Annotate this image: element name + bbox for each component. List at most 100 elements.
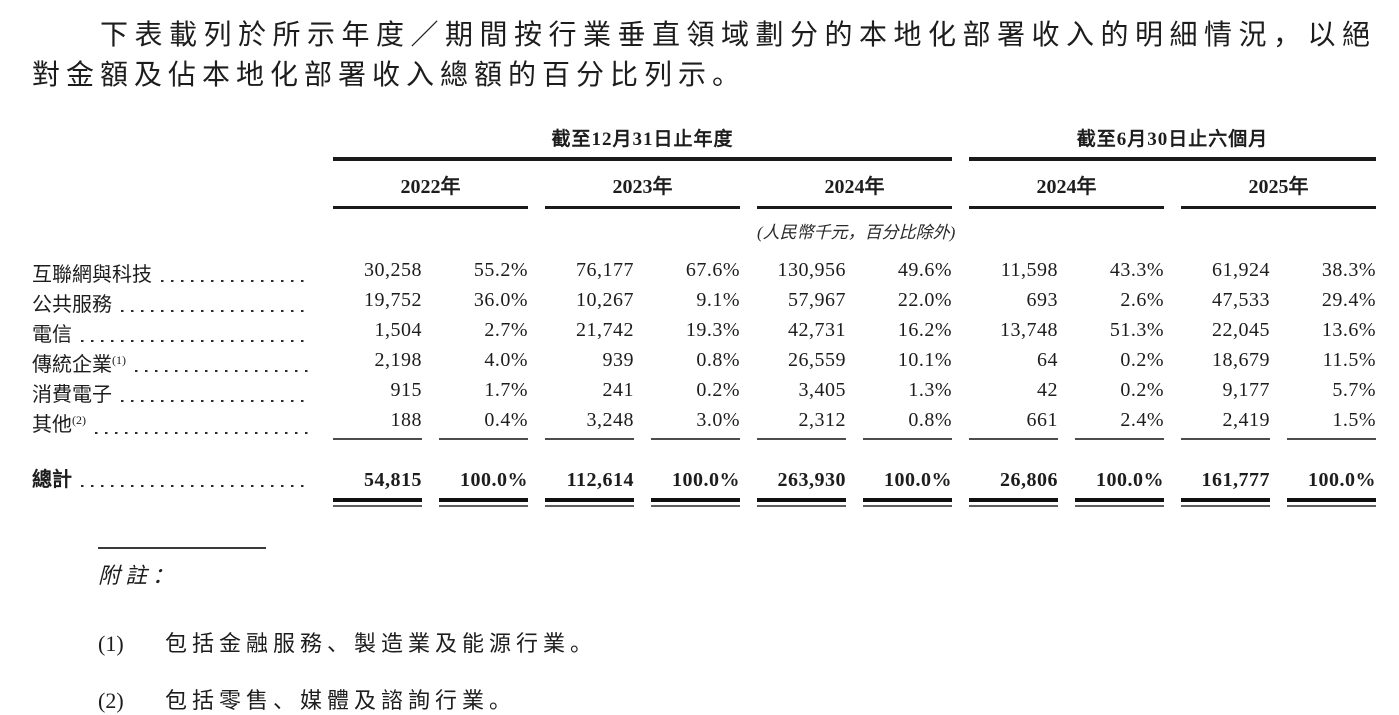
total-percent-cell: 100.0% <box>1096 469 1164 491</box>
table-row-telecom: 電信 1,504 2.7% 21,742 19.3% 42,731 16.2% … <box>32 318 1376 348</box>
dot-leader <box>81 467 308 493</box>
footnote-1: (1) 包括金融服務、製造業及能源行業。 <box>98 630 1376 658</box>
amount-cell: 21,742 <box>576 319 634 341</box>
amount-cell: 57,967 <box>788 289 846 311</box>
year-header-2024-interim: 2024年 <box>969 170 1164 209</box>
percent-cell: 4.0% <box>484 349 528 371</box>
amount-cell: 2,198 <box>374 349 422 371</box>
table-row-consumer-electronics: 消費電子 915 1.7% 241 0.2% 3,405 1.3% 42 0.2… <box>32 378 1376 408</box>
percent-cell: 1.7% <box>484 379 528 401</box>
year-header-2024: 2024年 <box>757 170 952 209</box>
table-row-public-services: 公共服務 19,752 36.0% 10,267 9.1% 57,967 22.… <box>32 288 1376 318</box>
percent-cell: 2.7% <box>484 319 528 341</box>
amount-cell: 3,248 <box>545 408 634 440</box>
amount-cell: 13,748 <box>1000 319 1058 341</box>
footnote-text: 包括零售、媒體及諮詢行業。 <box>165 688 517 713</box>
percent-cell: 0.2% <box>1120 349 1164 371</box>
amount-cell: 10,267 <box>576 289 634 311</box>
dot-leader <box>121 288 308 318</box>
note-ref: (2) <box>72 413 86 427</box>
amount-cell: 30,258 <box>364 259 422 281</box>
amount-cell: 61,924 <box>1212 259 1270 281</box>
percent-cell: 3.0% <box>651 408 740 440</box>
total-label: 總計 <box>32 467 316 493</box>
intro-paragraph: 下表載列於所示年度／期間按行業垂直領域劃分的本地化部署收入的明細情況，以絕對金額… <box>32 20 1376 91</box>
total-amount-cell: 112,614 <box>566 469 634 491</box>
amount-cell: 188 <box>333 408 422 440</box>
footnote-2: (2) 包括零售、媒體及諮詢行業。 <box>98 687 1376 715</box>
total-amount-cell: 26,806 <box>1000 469 1058 491</box>
double-rule <box>1181 498 1270 507</box>
percent-cell: 0.8% <box>696 349 740 371</box>
amount-cell: 18,679 <box>1212 349 1270 371</box>
footnotes-divider <box>98 547 266 549</box>
percent-cell: 38.3% <box>1321 259 1376 281</box>
double-rule <box>333 498 422 507</box>
dot-leader <box>135 348 308 378</box>
amount-cell: 76,177 <box>576 259 634 281</box>
amount-cell: 19,752 <box>364 289 422 311</box>
percent-cell: 51.3% <box>1109 319 1164 341</box>
percent-cell: 49.6% <box>897 259 952 281</box>
percent-cell: 19.3% <box>685 319 740 341</box>
percent-cell: 55.2% <box>473 259 528 281</box>
percent-cell: 43.3% <box>1109 259 1164 281</box>
amount-cell: 130,956 <box>777 259 846 281</box>
percent-cell: 22.0% <box>897 289 952 311</box>
table-row-others: 其他(2) 188 0.4% 3,248 3.0% 2,312 0.8% 661… <box>32 408 1376 440</box>
note-ref: (1) <box>112 353 126 367</box>
footnotes-heading: 附註： <box>98 563 180 588</box>
amount-cell: 661 <box>969 408 1058 440</box>
percent-cell: 5.7% <box>1332 379 1376 401</box>
group-header-annual: 截至12月31日止年度 <box>333 124 952 161</box>
year-header-2023: 2023年 <box>545 170 740 209</box>
table-total-row: 總計 54,815 100.0% 112,614 100.0% 263,930 … <box>32 467 1376 493</box>
dot-leader <box>121 378 308 408</box>
percent-cell: 9.1% <box>696 289 740 311</box>
amount-cell: 693 <box>1026 289 1058 311</box>
footnotes-section: 附註： (1) 包括金融服務、製造業及能源行業。 (2) 包括零售、媒體及諮詢行… <box>98 547 1376 715</box>
group-header-interim: 截至6月30日止六個月 <box>969 124 1376 161</box>
table-body: 互聯網與科技 30,258 55.2% 76,177 67.6% 130,956… <box>32 258 1376 440</box>
footnote-text: 包括金融服務、製造業及能源行業。 <box>165 631 598 656</box>
table-row-internet-tech: 互聯網與科技 30,258 55.2% 76,177 67.6% 130,956… <box>32 258 1376 288</box>
table-total-double-rule-row <box>32 498 1376 507</box>
row-label: 電信 <box>32 318 316 348</box>
table-year-header-row: 2022年 2023年 2024年 2024年 2025年 <box>32 170 1376 209</box>
amount-cell: 2,312 <box>757 408 846 440</box>
percent-cell: 67.6% <box>685 259 740 281</box>
row-label: 傳統企業(1) <box>32 348 316 378</box>
amount-cell: 47,533 <box>1212 289 1270 311</box>
localized-deployment-revenue-table: 截至12月31日止年度 截至6月30日止六個月 2022年 2023年 2024… <box>32 124 1376 507</box>
total-amount-cell: 54,815 <box>364 469 422 491</box>
row-label: 互聯網與科技 <box>32 258 316 288</box>
percent-cell: 0.2% <box>1120 379 1164 401</box>
amount-cell: 9,177 <box>1222 379 1270 401</box>
dot-leader <box>95 408 308 440</box>
percent-cell: 13.6% <box>1321 319 1376 341</box>
amount-cell: 22,045 <box>1212 319 1270 341</box>
percent-cell: 0.2% <box>696 379 740 401</box>
year-header-2025-interim: 2025年 <box>1181 170 1376 209</box>
double-rule <box>651 498 740 507</box>
double-rule <box>863 498 952 507</box>
amount-cell: 939 <box>602 349 634 371</box>
percent-cell: 2.4% <box>1075 408 1164 440</box>
amount-cell: 26,559 <box>788 349 846 371</box>
double-rule <box>757 498 846 507</box>
row-label: 公共服務 <box>32 288 316 318</box>
amount-cell: 2,419 <box>1181 408 1270 440</box>
table-unit-note-row: (人民幣千元，百分比除外) <box>32 221 1376 245</box>
amount-cell: 241 <box>602 379 634 401</box>
percent-cell: 2.6% <box>1120 289 1164 311</box>
double-rule <box>1075 498 1164 507</box>
double-rule <box>545 498 634 507</box>
row-label: 消費電子 <box>32 378 316 408</box>
percent-cell: 0.8% <box>863 408 952 440</box>
percent-cell: 1.3% <box>908 379 952 401</box>
percent-cell: 29.4% <box>1321 289 1376 311</box>
dot-leader <box>161 258 308 288</box>
amount-cell: 915 <box>390 379 422 401</box>
amount-cell: 3,405 <box>798 379 846 401</box>
